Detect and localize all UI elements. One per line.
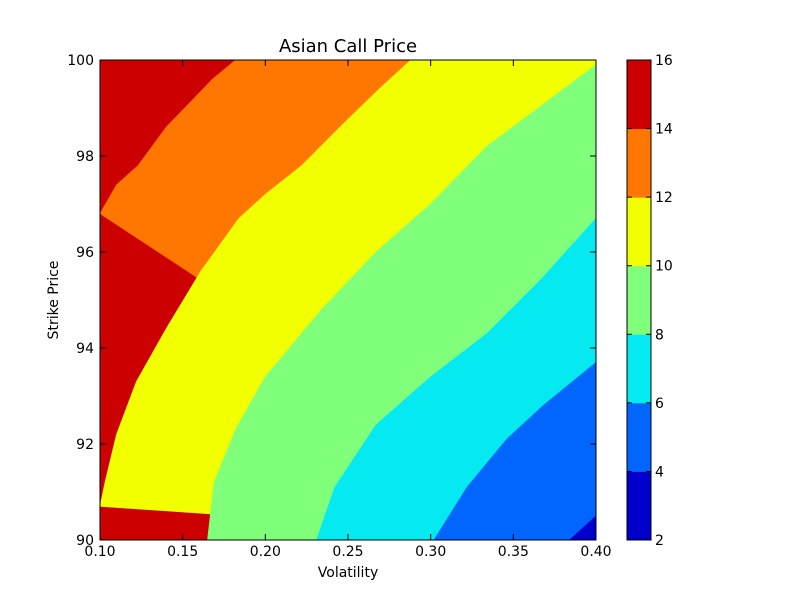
colorbar-tick-label: 14 [655, 122, 673, 138]
y-tick-label: 94 [76, 341, 94, 357]
x-tick-label: 0.10 [84, 544, 115, 560]
colorbar: 2 4 6 8 10 12 14 16 [626, 53, 673, 549]
x-tick-label: 0.20 [250, 544, 281, 560]
x-axis-label: Volatility [318, 565, 378, 581]
colorbar-tick-label: 4 [655, 464, 664, 480]
colorbar-tick-label: 8 [655, 327, 664, 343]
colorbar-tick-label: 16 [655, 53, 673, 69]
y-tick-label: 96 [76, 245, 94, 261]
colorbar-tick-label: 10 [655, 259, 673, 275]
colorbar-frame [626, 59, 652, 541]
colorbar-segment [627, 128, 651, 198]
x-tick-label: 0.40 [580, 544, 611, 560]
colorbar-segment [627, 265, 651, 335]
colorbar-tick-label: 12 [655, 190, 673, 206]
colorbar-segment [627, 60, 651, 130]
colorbar-segment [627, 197, 651, 267]
y-tick-label: 92 [76, 437, 94, 453]
x-tick-label: 0.30 [415, 544, 446, 560]
colorbar-tick-label: 2 [655, 533, 664, 549]
colorbar-tick-label: 6 [655, 396, 664, 412]
x-axis-ticks: 0.10 0.15 0.20 0.25 0.30 0.35 0.40 [84, 60, 612, 560]
y-tick-label: 100 [67, 53, 94, 69]
chart-title: Asian Call Price [279, 36, 417, 57]
x-tick-label: 0.35 [498, 544, 529, 560]
y-tick-label: 90 [76, 533, 94, 549]
y-tick-label: 98 [76, 149, 94, 165]
x-tick-label: 0.25 [332, 544, 363, 560]
colorbar-segment [627, 334, 651, 404]
colorbar-segment [627, 471, 651, 541]
x-tick-label: 0.15 [167, 544, 198, 560]
y-axis-label: Strike Price [46, 261, 62, 340]
y-axis-ticks: 90 92 94 96 98 100 [67, 53, 596, 549]
contour-fills [99, 59, 597, 541]
colorbar-segment [627, 402, 651, 472]
